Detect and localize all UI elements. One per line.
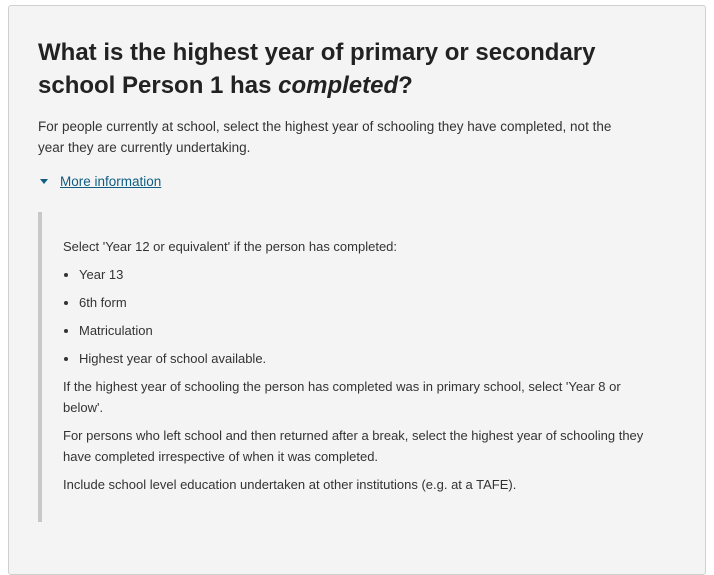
title-text: What is the highest year of primary or s… <box>38 39 596 99</box>
list-item: Year 13 <box>79 264 658 285</box>
list-item: Highest year of school available. <box>79 348 658 369</box>
more-information-content: Select 'Year 12 or equivalent' if the pe… <box>38 212 658 522</box>
caret-down-icon <box>40 179 48 184</box>
info-list: Year 13 6th form Matriculation Highest y… <box>63 264 658 369</box>
list-item: 6th form <box>79 292 658 313</box>
info-paragraph: For persons who left school and then ret… <box>63 428 644 464</box>
info-paragraph: Include school level education undertake… <box>63 477 517 492</box>
info-paragraph: If the highest year of schooling the per… <box>63 379 621 415</box>
question-description: For people currently at school, select t… <box>38 119 612 155</box>
question-panel: What is the highest year of primary or s… <box>8 5 706 575</box>
title-suffix: ? <box>398 72 413 99</box>
more-information-link[interactable]: More information <box>60 174 162 189</box>
list-item: Matriculation <box>79 320 658 341</box>
title-emphasis: completed <box>278 72 399 99</box>
info-intro: Select 'Year 12 or equivalent' if the pe… <box>63 239 398 254</box>
more-information-toggle[interactable]: More information <box>40 174 161 189</box>
question-title: What is the highest year of primary or s… <box>38 36 638 102</box>
